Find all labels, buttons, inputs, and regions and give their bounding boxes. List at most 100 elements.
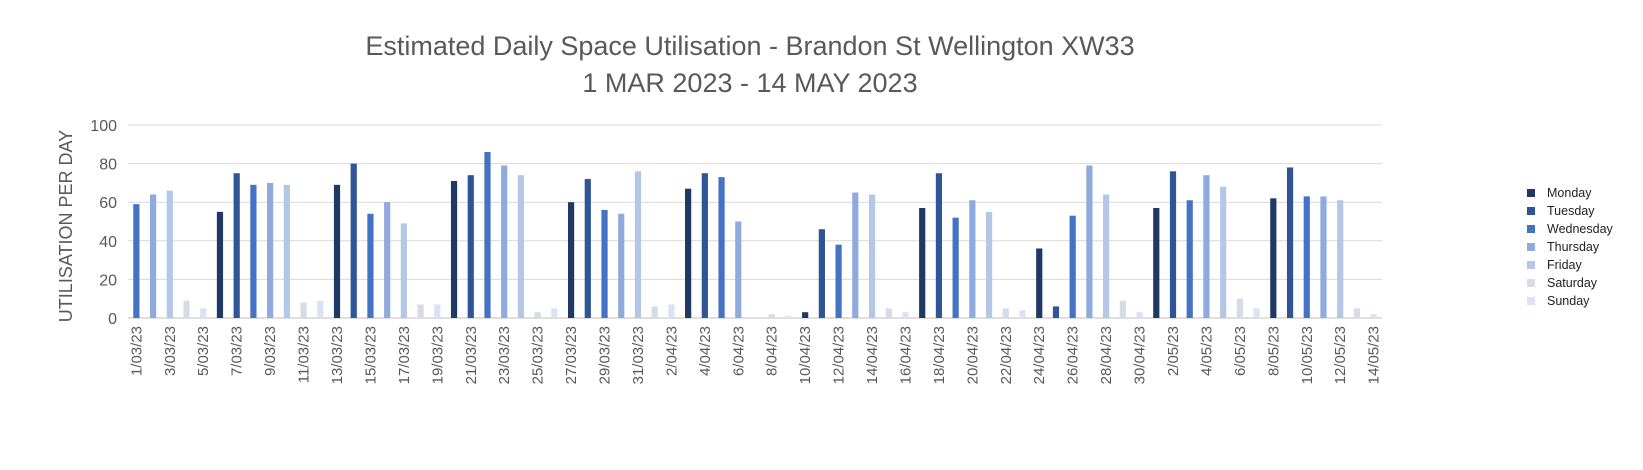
x-tick-label: 5/03/23 xyxy=(195,326,212,376)
bar xyxy=(367,213,374,318)
gridlines xyxy=(128,124,1382,319)
x-tick-label: 6/04/23 xyxy=(730,326,747,376)
bar xyxy=(651,306,658,318)
legend-label: Friday xyxy=(1547,258,1582,272)
chart-title-block: Estimated Daily Space Utilisation - Bran… xyxy=(0,28,1500,102)
bar xyxy=(1270,198,1277,318)
y-tick-label: 100 xyxy=(90,118,117,135)
legend-item: Monday xyxy=(1527,184,1613,202)
bar xyxy=(467,175,474,318)
x-axis-ticks: 1/03/23 3/03/23 5/03/23 7/03/23 9/03/23 11/03… xyxy=(128,326,1382,384)
bar xyxy=(985,211,993,318)
legend-swatch xyxy=(1527,243,1535,251)
bar xyxy=(1320,196,1327,318)
bar xyxy=(216,211,224,318)
legend-swatch xyxy=(1527,189,1535,197)
bar xyxy=(317,300,324,318)
bar xyxy=(1002,308,1009,318)
bar xyxy=(1353,308,1361,318)
bar xyxy=(685,188,692,318)
x-tick-label: 3/03/23 xyxy=(162,326,179,376)
bar xyxy=(417,304,424,318)
x-tick-label: 24/04/23 xyxy=(1031,326,1048,384)
bar xyxy=(1069,215,1076,318)
legend-swatch xyxy=(1527,297,1535,305)
bar xyxy=(200,308,207,318)
bar xyxy=(584,179,591,318)
x-tick-label: 30/04/23 xyxy=(1132,326,1149,384)
y-tick-label: 40 xyxy=(99,234,117,251)
x-tick-label: 23/03/23 xyxy=(496,326,513,384)
bar xyxy=(400,223,407,318)
x-tick-label: 10/05/23 xyxy=(1299,326,1316,384)
bar xyxy=(484,152,491,318)
x-tick-label: 8/05/23 xyxy=(1265,326,1282,376)
x-tick-label: 17/03/23 xyxy=(396,326,413,384)
bar xyxy=(1169,171,1177,318)
x-tick-label: 14/05/23 xyxy=(1366,326,1383,384)
bar xyxy=(852,192,859,318)
bar xyxy=(634,171,642,318)
x-tick-label: 20/04/23 xyxy=(964,326,981,384)
bar xyxy=(450,180,458,318)
bar xyxy=(333,184,341,318)
legend-item: Saturday xyxy=(1527,274,1613,292)
legend-swatch xyxy=(1527,207,1535,215)
x-tick-label: 27/03/23 xyxy=(563,326,580,384)
bar xyxy=(735,221,742,318)
bar xyxy=(768,314,775,318)
x-tick-label: 4/04/23 xyxy=(697,326,714,376)
legend-item: Wednesday xyxy=(1527,220,1613,238)
y-tick-label: 0 xyxy=(108,311,117,328)
x-tick-label: 19/03/23 xyxy=(429,326,446,384)
bar xyxy=(1086,165,1093,318)
bar xyxy=(1203,175,1210,318)
legend-label: Saturday xyxy=(1547,276,1598,290)
bar xyxy=(952,217,959,318)
bar xyxy=(166,190,173,318)
bar xyxy=(567,202,575,318)
bar xyxy=(969,200,976,318)
bar xyxy=(1153,207,1160,318)
bar xyxy=(1236,298,1243,318)
legend-item: Sunday xyxy=(1527,292,1613,310)
bar xyxy=(902,312,909,318)
bar xyxy=(183,300,190,318)
bar xyxy=(601,209,608,318)
bar xyxy=(701,173,708,318)
legend-label: Sunday xyxy=(1547,294,1590,308)
bar xyxy=(785,316,792,318)
x-tick-label: 21/03/23 xyxy=(463,326,480,384)
legend-item: Friday xyxy=(1527,256,1613,274)
legend: Monday Tuesday Wednesday Thursday Friday Satu… xyxy=(1527,184,1613,310)
bar xyxy=(1119,300,1126,318)
legend-item: Tuesday xyxy=(1527,202,1613,220)
x-tick-label: 1/03/23 xyxy=(128,326,145,376)
x-tick-label: 25/03/23 xyxy=(530,326,547,384)
bar xyxy=(350,163,357,318)
x-tick-label: 7/03/23 xyxy=(229,326,246,376)
legend-label: Wednesday xyxy=(1547,222,1613,236)
bar xyxy=(1103,194,1110,318)
x-tick-label: 8/04/23 xyxy=(764,326,781,376)
x-tick-label: 29/03/23 xyxy=(597,326,614,384)
bar xyxy=(501,165,508,318)
bar xyxy=(1052,306,1060,318)
bar xyxy=(668,304,675,318)
bar xyxy=(1036,248,1043,318)
legend-swatch xyxy=(1527,279,1535,287)
bar xyxy=(818,229,825,318)
bar xyxy=(267,182,274,318)
bar xyxy=(919,207,926,318)
legend-label: Thursday xyxy=(1547,240,1600,254)
y-tick-label: 60 xyxy=(99,195,117,212)
bar xyxy=(935,173,943,318)
y-axis-ticks: 0 20 40 60 80 100 xyxy=(90,118,117,328)
legend-swatch xyxy=(1527,261,1535,269)
bar xyxy=(1286,167,1294,318)
x-tick-label: 12/05/23 xyxy=(1332,326,1349,384)
x-tick-label: 15/03/23 xyxy=(362,326,379,384)
bar xyxy=(300,302,307,318)
bar xyxy=(283,184,290,318)
